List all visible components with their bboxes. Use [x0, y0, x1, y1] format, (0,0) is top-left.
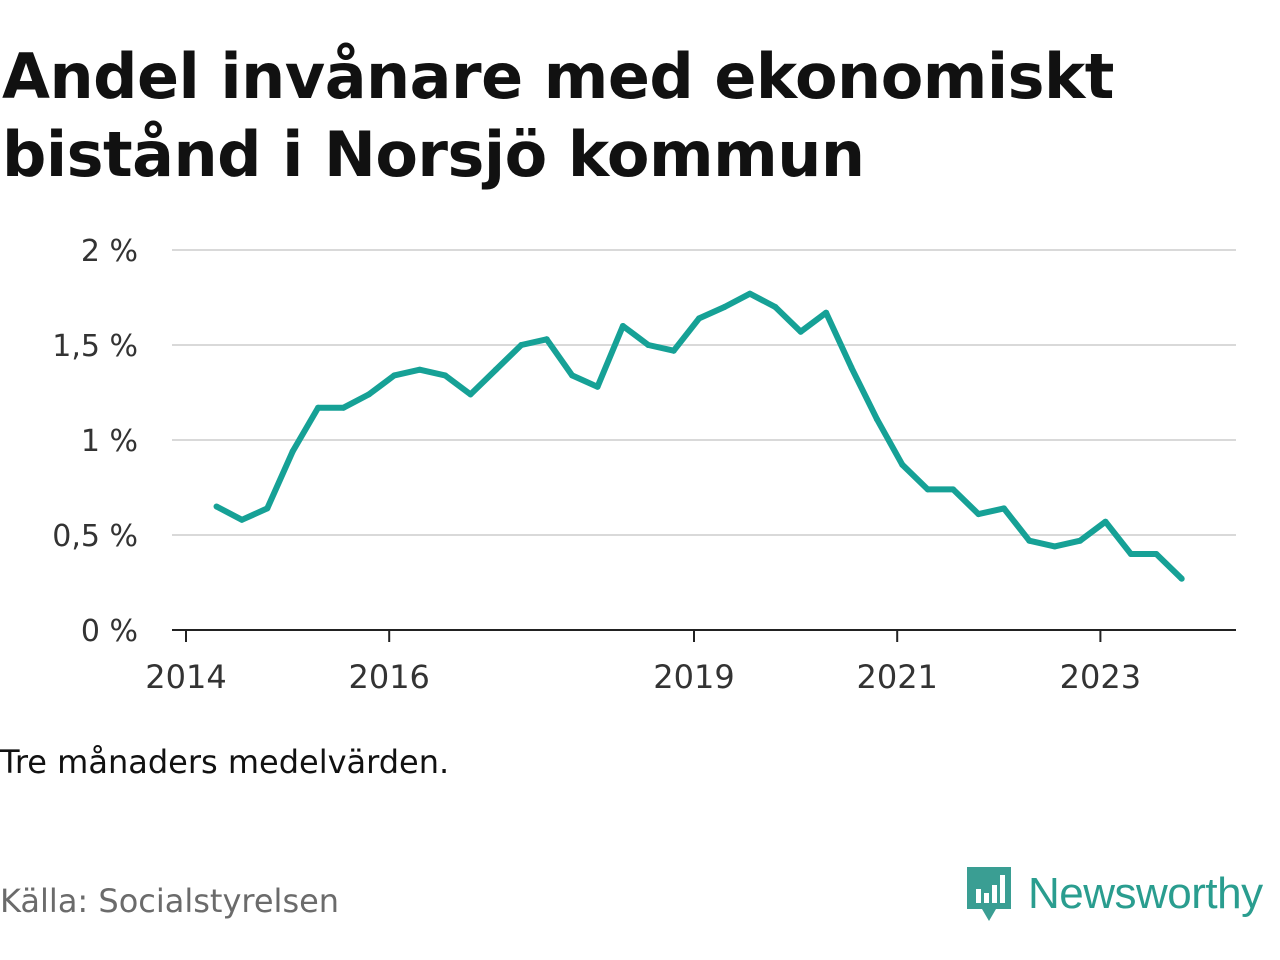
chart-title: Andel invånare med ekonomiskt bistånd i …	[2, 40, 1114, 191]
y-tick-label: 2 %	[81, 234, 138, 269]
data-point	[1153, 551, 1160, 557]
data-point	[1051, 543, 1058, 550]
data-point	[1077, 537, 1084, 544]
data-point	[772, 304, 779, 310]
brand-logo[interactable]: Newsworthy	[964, 862, 1263, 926]
data-point	[670, 347, 677, 354]
data-point	[518, 342, 525, 348]
data-point	[543, 336, 550, 343]
data-point	[746, 290, 753, 297]
series-layer	[213, 290, 1185, 582]
data-point	[721, 304, 728, 310]
data-point	[645, 342, 652, 348]
data-point	[1178, 575, 1185, 582]
y-tick-label: 0 %	[81, 614, 138, 649]
data-point	[391, 372, 398, 379]
x-tick-label: 2016	[348, 658, 429, 696]
data-point	[238, 516, 245, 523]
y-tick-label: 1 %	[81, 424, 138, 459]
data-point	[340, 404, 347, 411]
gridlines	[172, 249, 1236, 536]
data-point	[823, 309, 830, 316]
data-point	[797, 328, 804, 335]
data-point	[416, 366, 423, 373]
data-point	[950, 486, 957, 493]
chart-note: Tre månaders medelvärden.	[0, 743, 450, 781]
data-point	[569, 372, 576, 379]
data-point	[315, 404, 322, 411]
data-point	[848, 364, 855, 371]
x-tick-label: 2019	[653, 658, 734, 696]
data-point	[924, 486, 931, 493]
brand-name: Newsworthy	[1028, 869, 1263, 918]
data-point	[1102, 518, 1109, 525]
newsworthy-logo-icon	[967, 867, 1011, 921]
data-point	[365, 391, 372, 398]
data-point	[289, 448, 296, 455]
data-point	[594, 383, 601, 390]
data-point	[1127, 551, 1134, 557]
y-tick-label: 0,5 %	[52, 519, 138, 554]
data-point	[264, 505, 271, 512]
line-chart: 0 % 0,5 % 1 % 1,5 % 2 % 2014 2016 2019 2021 2023	[52, 234, 1236, 696]
data-point	[1026, 537, 1033, 544]
source-text: Källa: Socialstyrelsen	[0, 882, 340, 920]
data-point	[467, 391, 474, 398]
x-tick-label: 2023	[1060, 658, 1141, 696]
data-point	[442, 372, 449, 379]
x-tick-label: 2014	[145, 658, 226, 696]
data-point	[619, 323, 626, 329]
data-point	[213, 503, 220, 510]
x-tick-label: 2021	[856, 658, 937, 696]
y-tick-label: 1,5 %	[52, 329, 138, 364]
data-point	[1000, 505, 1007, 512]
data-point	[975, 511, 982, 518]
data-point	[492, 366, 499, 373]
x-axis: 2014 2016 2019 2021 2023	[145, 629, 1236, 696]
data-point	[696, 315, 703, 322]
data-point	[899, 461, 906, 468]
y-axis-tick-labels: 0 % 0,5 % 1 % 1,5 % 2 %	[52, 234, 138, 649]
data-point	[873, 416, 880, 423]
